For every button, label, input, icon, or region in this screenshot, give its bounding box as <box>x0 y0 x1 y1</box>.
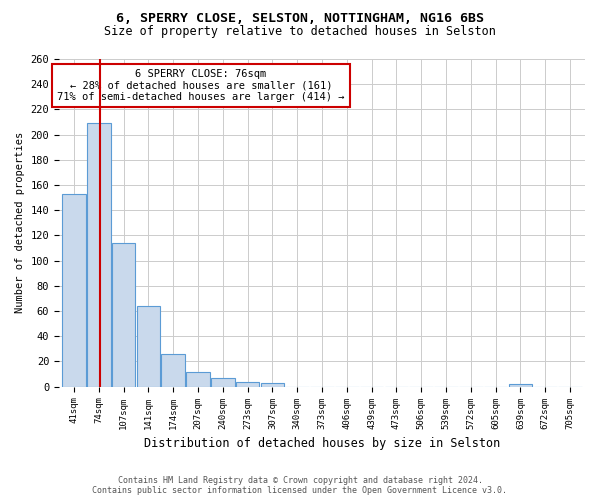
Bar <box>87 124 110 386</box>
Bar <box>112 243 136 386</box>
X-axis label: Distribution of detached houses by size in Selston: Distribution of detached houses by size … <box>144 437 500 450</box>
Bar <box>260 383 284 386</box>
Text: Size of property relative to detached houses in Selston: Size of property relative to detached ho… <box>104 25 496 38</box>
Y-axis label: Number of detached properties: Number of detached properties <box>15 132 25 314</box>
Bar <box>211 378 235 386</box>
Bar <box>236 382 259 386</box>
Bar <box>509 384 532 386</box>
Bar <box>161 354 185 386</box>
Bar <box>62 194 86 386</box>
Bar <box>137 306 160 386</box>
Text: 6, SPERRY CLOSE, SELSTON, NOTTINGHAM, NG16 6BS: 6, SPERRY CLOSE, SELSTON, NOTTINGHAM, NG… <box>116 12 484 26</box>
Text: Contains HM Land Registry data © Crown copyright and database right 2024.
Contai: Contains HM Land Registry data © Crown c… <box>92 476 508 495</box>
Text: 6 SPERRY CLOSE: 76sqm
← 28% of detached houses are smaller (161)
71% of semi-det: 6 SPERRY CLOSE: 76sqm ← 28% of detached … <box>57 69 345 102</box>
Bar <box>186 372 210 386</box>
